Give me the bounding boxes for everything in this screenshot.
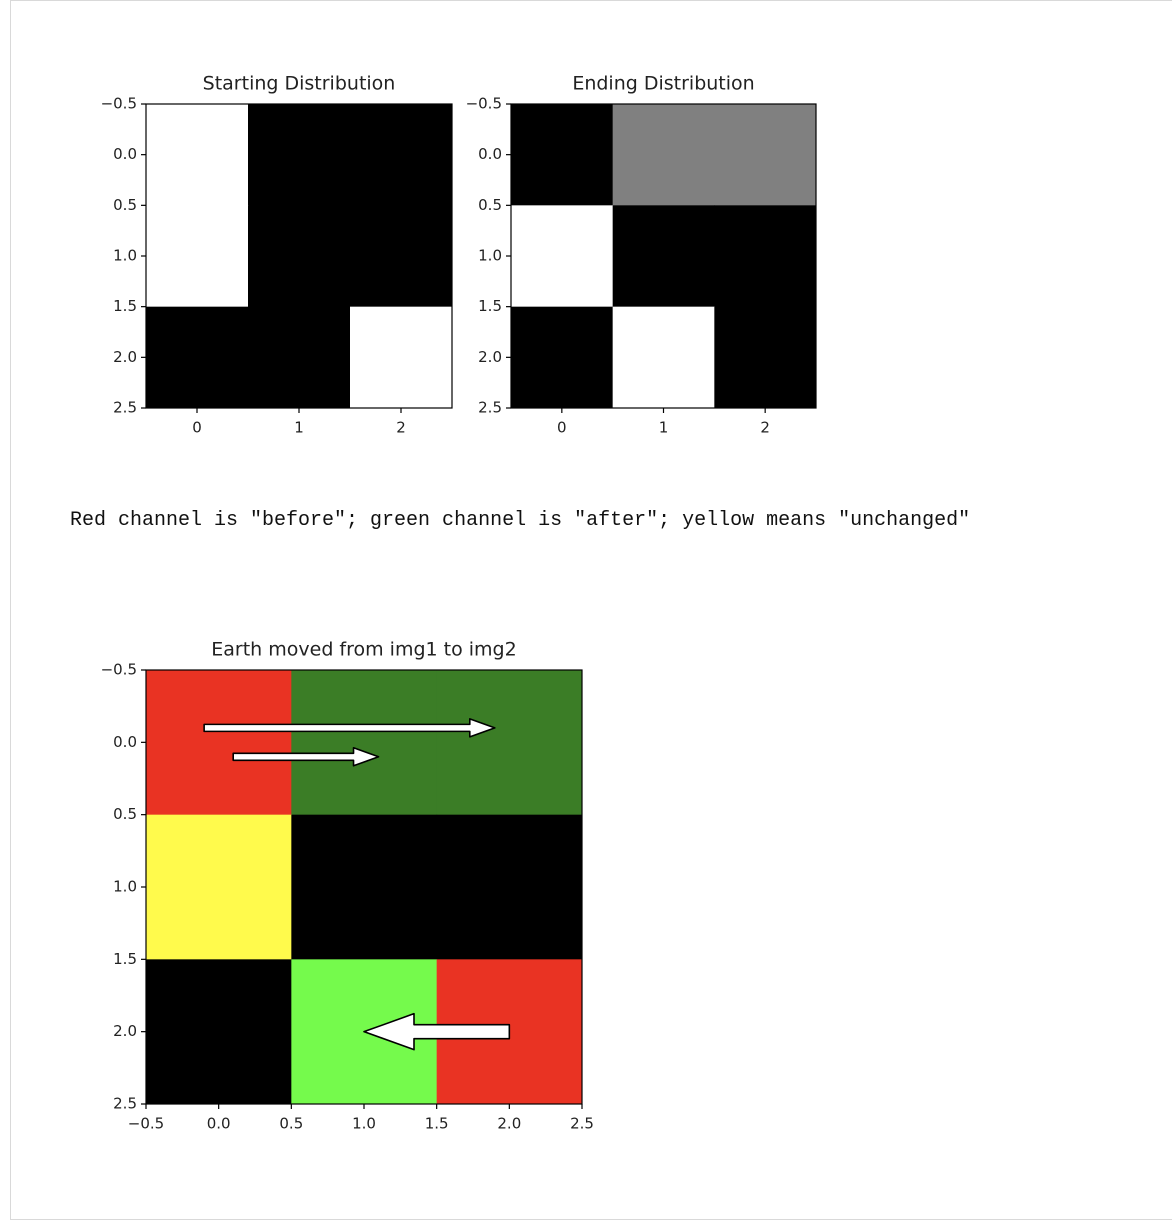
y-tick-label: 2.0 — [478, 348, 502, 366]
arrow — [363, 1012, 511, 1051]
x-tick-label: −0.5 — [128, 1115, 164, 1133]
x-tick-label: 1 — [659, 419, 669, 437]
pixel — [350, 104, 453, 206]
pixel — [350, 205, 453, 308]
y-tick-label: 2.0 — [113, 1022, 137, 1040]
y-tick-label: 0.0 — [113, 733, 137, 751]
charts: Starting Distribution 0 1 2 −0.5 0.0 0.5 1.0 1.5… — [101, 73, 817, 1133]
y-tick-label: 2.0 — [113, 348, 137, 366]
pixel — [511, 205, 614, 308]
y-tick-label: 0.5 — [113, 805, 137, 823]
arrow — [203, 718, 496, 738]
pixel — [146, 306, 249, 409]
x-tick-label: 2.5 — [570, 1115, 594, 1133]
arrow — [232, 746, 380, 767]
x-tick-label: 1 — [294, 419, 304, 437]
x-tick-label: 0.0 — [207, 1115, 231, 1133]
y-tick-label: 1.5 — [113, 950, 137, 968]
pixel — [511, 306, 614, 409]
chart-title: Starting Distribution — [203, 73, 396, 95]
pixel — [350, 306, 453, 409]
x-tick-label: 2 — [760, 419, 770, 437]
pixel — [248, 205, 351, 308]
y-tick-label: 0.0 — [478, 145, 502, 163]
pixel — [714, 104, 817, 206]
pixel — [146, 959, 292, 1105]
pixel — [146, 670, 292, 816]
pixel — [436, 670, 583, 816]
x-tick-label: 2.0 — [497, 1115, 521, 1133]
y-tick-label: 2.5 — [478, 399, 502, 417]
y-tick-label: −0.5 — [101, 95, 137, 113]
y-tick-label: 2.5 — [113, 1095, 137, 1113]
y-tick-label: 0.5 — [478, 196, 502, 214]
y-tick-label: 1.5 — [478, 297, 502, 315]
caption: Red channel is "before"; green channel i… — [70, 509, 971, 532]
x-tick-label: 0.5 — [279, 1115, 303, 1133]
y-tick-label: 1.0 — [113, 878, 137, 896]
pixel — [436, 814, 583, 960]
y-tick-label: −0.5 — [466, 95, 502, 113]
y-tick-label: 0.5 — [113, 196, 137, 214]
y-tick-label: 1.0 — [478, 247, 502, 265]
pixel — [612, 306, 715, 409]
pixel — [714, 306, 817, 409]
x-tick-label: 0 — [192, 419, 202, 437]
chart-title: Ending Distribution — [572, 73, 754, 95]
y-tick-label: 0.0 — [113, 145, 137, 163]
page: Starting Distribution 0 1 2 −0.5 0.0 0.5 1.0 1.5… — [10, 0, 1172, 1220]
pixel — [248, 306, 351, 409]
pixel — [511, 104, 614, 206]
y-tick-label: 2.5 — [113, 399, 137, 417]
y-tick-label: 1.5 — [113, 297, 137, 315]
pixel — [248, 104, 351, 206]
pixel — [291, 814, 438, 960]
pixel — [146, 104, 249, 206]
chart-title: Earth moved from img1 to img2 — [211, 639, 516, 661]
y-tick-label: 1.0 — [113, 247, 137, 265]
pixel — [146, 205, 249, 308]
pixel — [612, 104, 715, 206]
pixel — [291, 670, 438, 816]
x-tick-label: 1.0 — [352, 1115, 376, 1133]
pixel — [146, 814, 292, 960]
x-tick-label: 1.5 — [425, 1115, 449, 1133]
y-tick-label: −0.5 — [101, 661, 137, 679]
pixel — [714, 205, 817, 308]
x-tick-label: 2 — [396, 419, 406, 437]
x-tick-label: 0 — [557, 419, 567, 437]
pixel — [612, 205, 715, 308]
